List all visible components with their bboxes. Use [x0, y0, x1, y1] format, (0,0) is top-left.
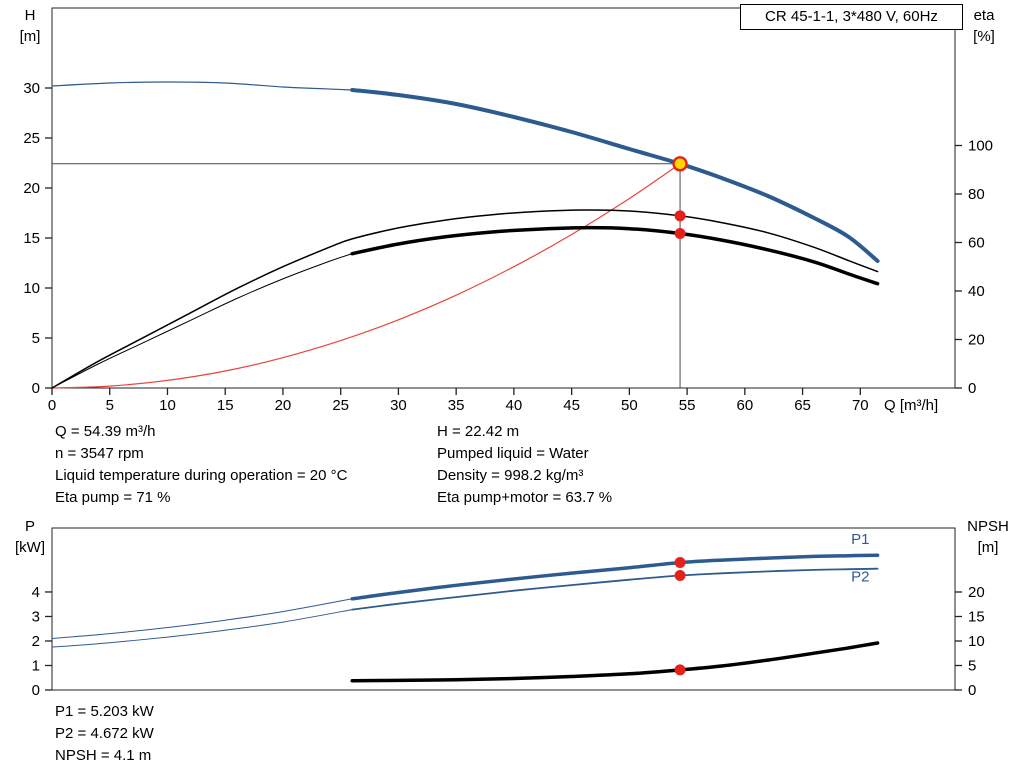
flow-value-line: Q = 54.39 m³/h	[55, 423, 156, 440]
x-axis-tick-label: 10	[159, 397, 176, 414]
eta-axis-title: eta [%]	[958, 5, 1010, 47]
density-line: Density = 998.2 kg/m³	[437, 467, 584, 484]
power-npsh-chart: 0 1 2 3 4 0 5 10 15 20 P1 P2	[32, 527, 985, 699]
x-axis-tick-label: 15	[217, 397, 234, 414]
eta-pump-line: Eta pump = 71 %	[55, 489, 171, 506]
eta-pump-motor-curve-low-flow	[51, 253, 353, 389]
left-axis-tick-label: 10	[23, 280, 40, 297]
plot-frame	[51, 7, 956, 389]
npsh-value-line: NPSH = 4.1 m	[55, 747, 152, 764]
right-axis-tick-label: 0	[968, 380, 976, 397]
left-axis-tick-label: 3	[32, 608, 40, 625]
power-axis-symbol: P	[24, 518, 35, 535]
eta-pump-motor-curve	[350, 225, 880, 286]
p2-value-line: P2 = 4.672 kW	[55, 725, 154, 742]
eta-axis-symbol: eta	[973, 7, 995, 24]
operating-data-left: Q = 54.39 m³/h n = 3547 rpm Liquid tempe…	[55, 421, 347, 509]
power-axis-title: P [kW]	[8, 516, 52, 558]
speed-value-line: n = 3547 rpm	[55, 445, 144, 462]
p2-point	[674, 569, 686, 581]
operating-data-right: H = 22.42 m Pumped liquid = Water Densit…	[437, 421, 612, 509]
npsh-axis-title: NPSH [m]	[956, 516, 1020, 558]
right-axis-tick-label: 15	[968, 608, 985, 625]
system-curve	[51, 163, 681, 389]
liquid-temperature-line: Liquid temperature during operation = 20…	[55, 467, 348, 484]
x-axis-tick-label: 25	[332, 397, 349, 414]
x-axis-tick-label: 30	[390, 397, 407, 414]
x-axis-tick-label: 5	[106, 397, 114, 414]
p2-curve	[351, 567, 879, 611]
head-value-line: H = 22.42 m	[437, 423, 520, 440]
p1-point	[674, 556, 686, 568]
head-axis-title: H [m]	[8, 5, 52, 47]
eta-pump-motor-point	[674, 228, 686, 240]
left-axis-tick-label: 1	[32, 657, 40, 674]
right-axis-tick-label: 60	[968, 234, 985, 251]
curve-label-p2: P2	[851, 569, 869, 586]
x-axis-tick-label: 35	[448, 397, 465, 414]
p2-curve-low-flow	[51, 609, 353, 648]
head-axis-symbol: H	[24, 7, 36, 24]
x-axis-tick-label: 0	[48, 397, 56, 414]
power-axis-unit: [kW]	[15, 539, 45, 556]
pumped-liquid-line: Pumped liquid = Water	[437, 445, 589, 462]
right-axis-tick-label: 10	[968, 633, 985, 650]
x-axis-tick-label: 45	[563, 397, 580, 414]
npsh-curve	[350, 641, 880, 683]
duty-point	[672, 156, 688, 172]
left-axis-tick-label: 15	[23, 230, 40, 247]
head-curve-low-flow	[51, 81, 353, 91]
left-axis-tick-label: 25	[23, 130, 40, 147]
npsh-axis-symbol: NPSH	[967, 518, 1009, 535]
right-axis-tick-label: 40	[968, 283, 985, 300]
x-axis-tick-label: 70	[852, 397, 869, 414]
head-curve	[350, 88, 880, 263]
p1-curve-low-flow	[51, 598, 353, 639]
x-axis-tick-label: 60	[736, 397, 753, 414]
right-axis-tick-label: 20	[968, 331, 985, 348]
right-axis-tick-label: 80	[968, 186, 985, 203]
x-axis-title: Q [m³/h]	[884, 397, 938, 414]
x-axis-tick-label: 20	[275, 397, 292, 414]
x-axis-tick-label: 55	[679, 397, 696, 414]
plot-frame	[51, 527, 956, 691]
left-axis-tick-label: 0	[32, 682, 40, 699]
left-axis-tick-label: 5	[32, 330, 40, 347]
p1-value-line: P1 = 5.203 kW	[55, 703, 154, 720]
eta-pump-motor-line: Eta pump+motor = 63.7 %	[437, 489, 613, 506]
x-axis-tick-label: 40	[506, 397, 523, 414]
eta-axis-unit: [%]	[973, 28, 995, 45]
head-efficiency-chart: 0 5 10 15 20 25 30 0 20 40 60 80 100 0 5 10 15 20 25 30 35 40…	[23, 7, 993, 414]
eta-pump-curve	[51, 209, 879, 389]
right-axis-tick-label: 100	[968, 137, 993, 154]
eta-pump-point	[674, 210, 686, 222]
x-axis-tick-label: 50	[621, 397, 638, 414]
left-axis-tick-label: 0	[32, 380, 40, 397]
right-axis-tick-label: 0	[968, 682, 976, 699]
curve-label-p1: P1	[851, 531, 869, 548]
npsh-point	[674, 664, 686, 676]
pump-model-label: CR 45-1-1, 3*480 V, 60Hz	[740, 4, 963, 30]
x-axis-tick-label: 65	[794, 397, 811, 414]
left-axis-tick-label: 20	[23, 180, 40, 197]
npsh-axis-unit: [m]	[977, 539, 999, 556]
right-axis-tick-label: 5	[968, 657, 976, 674]
power-npsh-data: P1 = 5.203 kW P2 = 4.672 kW NPSH = 4.1 m	[55, 701, 154, 767]
p1-curve	[350, 553, 880, 601]
left-axis-tick-label: 30	[23, 80, 40, 97]
left-axis-tick-label: 2	[32, 633, 40, 650]
head-axis-unit: [m]	[19, 28, 41, 45]
right-axis-tick-label: 20	[968, 584, 985, 601]
left-axis-tick-label: 4	[32, 584, 40, 601]
